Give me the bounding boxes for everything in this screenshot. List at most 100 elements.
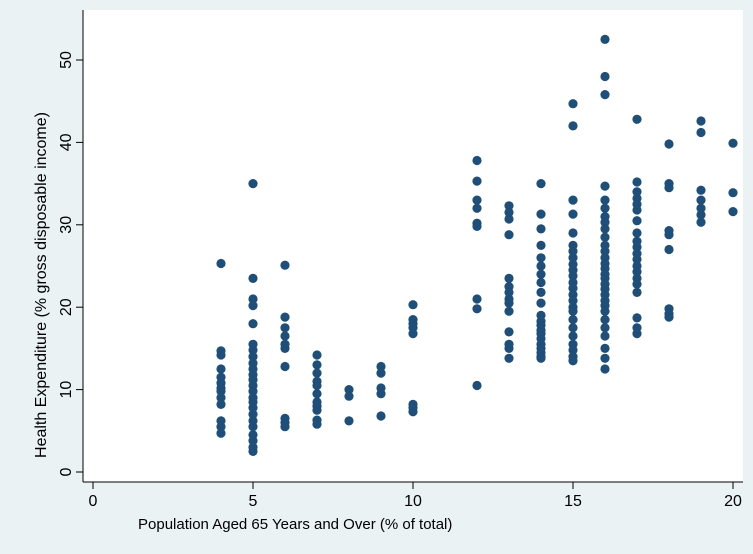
data-point (600, 203, 610, 213)
data-point (472, 155, 482, 166)
y-tick-label: 10 (58, 381, 75, 399)
data-point (664, 230, 674, 240)
data-point (536, 261, 546, 271)
data-point (536, 353, 546, 363)
x-tick-label: 15 (564, 493, 582, 510)
x-tick-label: 20 (724, 493, 742, 510)
data-point (248, 352, 258, 362)
data-point (376, 368, 386, 378)
data-point (600, 217, 610, 227)
data-point (664, 244, 674, 255)
data-point (600, 331, 610, 341)
data-point (568, 306, 578, 316)
data-point (248, 422, 258, 432)
data-point (632, 187, 642, 197)
data-point (504, 287, 514, 297)
data-point (504, 306, 514, 316)
x-axis-label: Population Aged 65 Years and Over (% of … (138, 516, 452, 533)
data-point (472, 176, 482, 186)
data-point (536, 240, 546, 250)
data-point (280, 331, 290, 341)
data-point (728, 138, 738, 148)
data-point (568, 356, 578, 366)
data-point (696, 185, 706, 195)
data-point (312, 350, 322, 360)
data-point (344, 385, 354, 395)
data-point (568, 253, 578, 263)
data-point (408, 329, 418, 339)
data-point (248, 345, 258, 355)
data-point (408, 407, 418, 417)
data-point (600, 195, 610, 205)
data-point (376, 411, 386, 421)
data-point (632, 114, 642, 124)
data-point (216, 393, 226, 403)
data-point (568, 246, 578, 256)
data-point (600, 315, 610, 325)
data-point (536, 269, 546, 279)
data-point (216, 399, 226, 409)
data-point (632, 216, 642, 226)
data-point (568, 121, 578, 131)
data-point (728, 188, 738, 198)
data-point (536, 253, 546, 263)
data-point (536, 298, 546, 308)
data-point (600, 246, 610, 256)
data-point (312, 360, 322, 370)
data-point (312, 405, 322, 415)
data-point (216, 428, 226, 438)
data-point (280, 422, 290, 432)
data-point (216, 364, 226, 374)
data-point (280, 361, 290, 372)
data-point (216, 386, 226, 396)
data-point (504, 207, 514, 217)
data-point (632, 254, 642, 264)
data-point (536, 277, 546, 288)
data-point (728, 207, 738, 217)
data-point (600, 224, 610, 234)
data-point (504, 273, 514, 283)
data-point (536, 287, 546, 297)
data-point (632, 279, 642, 289)
data-point (248, 446, 258, 456)
y-axis-label: Health Expenditure (% gross disposable i… (33, 112, 50, 458)
data-point (600, 306, 610, 316)
data-point (568, 296, 578, 306)
data-point (280, 323, 290, 333)
data-point (632, 228, 642, 238)
data-point (696, 127, 706, 138)
data-point (536, 209, 546, 219)
data-point (376, 389, 386, 399)
data-point (472, 203, 482, 213)
y-tick-label: 0 (58, 467, 75, 476)
data-point (536, 179, 546, 189)
data-point (600, 90, 610, 100)
data-point (696, 116, 706, 126)
data-point (344, 391, 354, 401)
data-points (216, 34, 738, 456)
data-point (632, 267, 642, 277)
x-tick-label: 0 (89, 493, 98, 510)
data-point (664, 312, 674, 322)
data-point (632, 287, 642, 297)
data-point (600, 323, 610, 333)
data-point (568, 315, 578, 325)
data-point (248, 319, 258, 329)
y-axis: 0 10 20 30 40 50 (58, 10, 84, 482)
data-point (664, 183, 674, 193)
data-point (568, 271, 578, 281)
data-point (280, 312, 290, 322)
data-point (312, 380, 322, 391)
data-point (600, 34, 610, 45)
data-point (568, 345, 578, 355)
data-point (536, 224, 546, 234)
data-point (216, 258, 226, 269)
data-point (568, 99, 578, 109)
data-point (632, 177, 642, 187)
data-point (568, 283, 578, 293)
data-point (568, 228, 578, 238)
data-point (280, 343, 290, 353)
y-tick-label: 30 (58, 216, 75, 234)
data-point (504, 327, 514, 337)
